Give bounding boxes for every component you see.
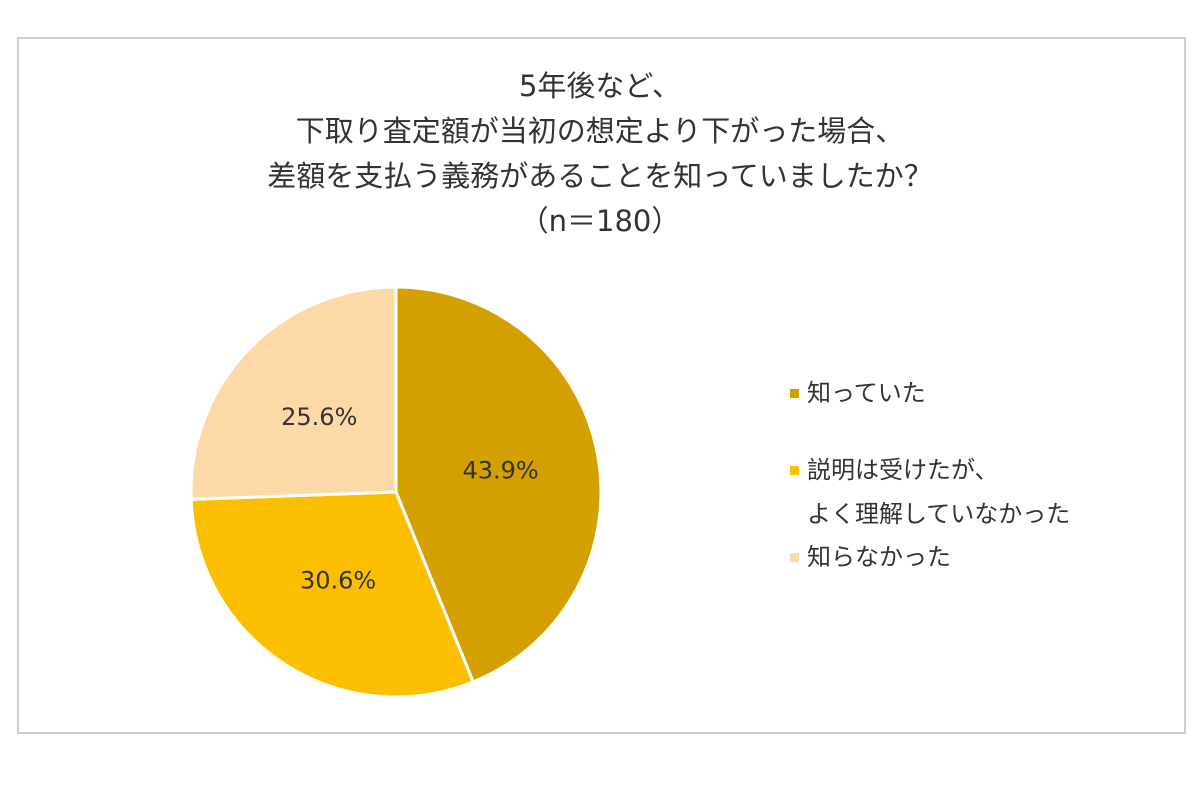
legend-swatch: [790, 553, 799, 562]
legend-item: 知らなかった: [790, 535, 951, 579]
chart-title: 差額を支払う義務があることを知っていましたか？: [267, 159, 933, 193]
data-label: 43.9%: [462, 457, 538, 485]
chart-frame: [17, 37, 1186, 734]
legend-label: 知らなかった: [807, 543, 951, 571]
chart-title: 下取り査定額が当初の想定より下がった場合、: [296, 114, 904, 148]
data-label: 30.6%: [300, 566, 376, 594]
pie-slice: [394, 285, 603, 684]
legend-swatch: [790, 466, 799, 475]
chart-title: 5年後など、: [519, 69, 681, 103]
legend-swatch: [790, 389, 799, 398]
pie-slice: [189, 490, 476, 699]
data-label: 25.6%: [281, 403, 357, 431]
pie-slice: [189, 285, 398, 501]
legend-label: 知っていた: [807, 379, 926, 407]
legend-item: 説明は受けたが、 よく理解していなかった: [790, 448, 1070, 536]
legend-label: 説明は受けたが、 よく理解していなかった: [807, 456, 1071, 528]
chart-title: （n＝180）: [520, 204, 681, 238]
legend-item: 知っていた: [790, 371, 926, 415]
